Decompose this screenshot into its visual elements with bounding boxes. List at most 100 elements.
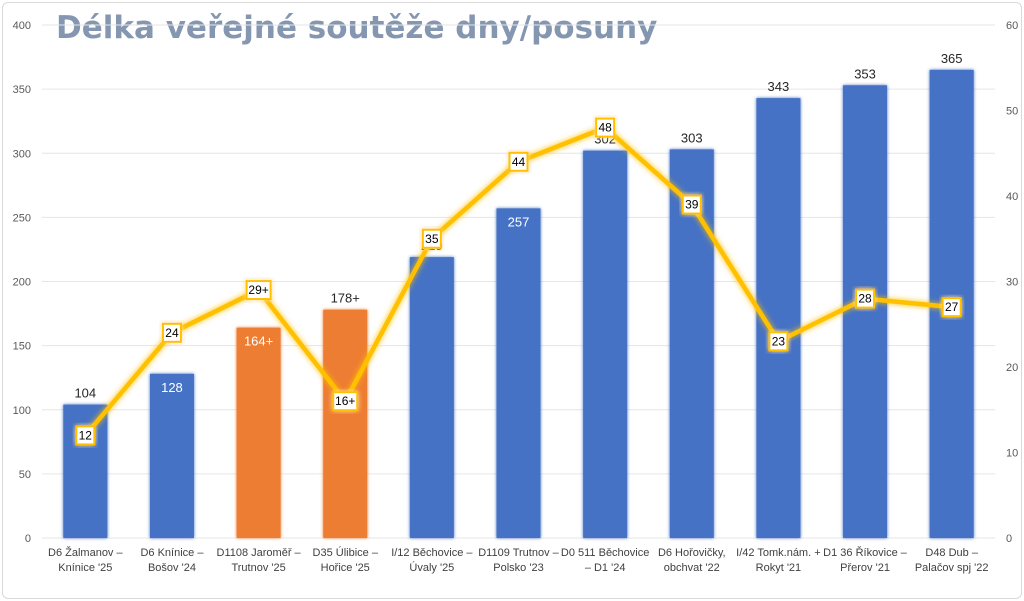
category-label-line: – D1 '24 (585, 562, 626, 574)
bar-label: 343 (768, 79, 790, 94)
bar (843, 85, 888, 538)
bar (496, 208, 541, 538)
category-label: D48 Dub – Palačov spj '22 (915, 547, 989, 574)
point-marker (941, 297, 962, 318)
category-label: D6 Hořovičky, obchvat '22 (658, 547, 726, 574)
bar (323, 309, 368, 538)
point-label: 27 (945, 300, 959, 314)
line-point: 29+ (245, 280, 272, 301)
category-label-line: D0 511 Běchovice (561, 547, 649, 559)
bar-label: 164+ (244, 334, 273, 349)
category-label: D6 Žalmanov – Knínice '25 (48, 546, 123, 574)
bar-label: 178+ (331, 291, 360, 306)
line-point: 28 (855, 288, 876, 309)
category-label-line: D35 Úlibice – (313, 546, 379, 559)
bar (63, 404, 108, 538)
point-marker (421, 228, 442, 249)
category-label: D6 Knínice – Bošov '24 (140, 547, 204, 574)
category-label: D35 Úlibice – Hořice '25 (313, 546, 379, 574)
point-marker (595, 117, 616, 138)
point-marker (508, 151, 529, 172)
bar (236, 327, 281, 538)
category-label-line: I/42 Tomk.nám. + (736, 547, 820, 559)
line-point: 35 (421, 228, 442, 249)
point-label: 24 (165, 326, 179, 340)
y-left-tick-label: 100 (13, 405, 31, 417)
bar (149, 373, 194, 538)
y-left-tick-label: 150 (13, 341, 31, 353)
point-label: 16+ (335, 394, 355, 408)
chart-title: Délka veřejné soutěže dny/posuny (56, 10, 658, 46)
y-right-tick-label: 20 (1006, 362, 1018, 374)
y-right-tick-label: 50 (1006, 106, 1018, 118)
point-label: 35 (425, 232, 439, 246)
bar (409, 257, 454, 538)
category-label-line: Knínice '25 (58, 562, 112, 574)
point-label: 28 (858, 292, 872, 306)
y-right-tick-label: 60 (1006, 20, 1018, 32)
y-left-tick-label: 400 (13, 20, 31, 32)
point-label: 44 (512, 155, 526, 169)
point-marker (855, 288, 876, 309)
line-point: 23 (768, 331, 789, 352)
category-label-line: I/12 Běchovice – (391, 547, 473, 559)
bar-label: 303 (681, 130, 703, 145)
category-label: D1108 Jaroměř – Trutnov '25 (217, 547, 302, 574)
line-point: 39 (681, 194, 702, 215)
bar-label: 104 (74, 386, 96, 401)
category-label-line: Bošov '24 (148, 562, 196, 574)
y-right-tick-label: 40 (1006, 191, 1018, 203)
category-label-line: D6 Hořovičky, (658, 547, 726, 559)
y-left-tick-label: 50 (19, 469, 31, 481)
category-label-line: D1108 Jaroměř – (217, 547, 302, 559)
line-point: 27 (941, 297, 962, 318)
line-point: 16+ (332, 391, 359, 412)
bar-label: 353 (854, 66, 876, 81)
point-marker (768, 331, 789, 352)
y-right-tick-label: 0 (1006, 533, 1012, 545)
y-left-tick-label: 300 (13, 148, 31, 160)
category-label: D1 36 Říkovice – Přerov '21 (823, 546, 908, 574)
point-label: 23 (772, 334, 786, 348)
point-label: 29+ (248, 283, 268, 297)
category-label-line: D48 Dub – (925, 547, 978, 559)
point-label: 48 (598, 121, 612, 135)
point-label: 12 (79, 428, 93, 442)
point-marker (75, 425, 96, 446)
category-label: D1109 Trutnov – Polsko '23 (478, 547, 559, 574)
point-marker (161, 322, 182, 343)
category-label: D0 511 Běchovice – D1 '24 (561, 547, 649, 574)
line-point: 12 (75, 425, 96, 446)
y-left-tick-label: 350 (13, 84, 31, 96)
category-label: I/42 Tomk.nám. + Rokyt '21 (736, 547, 820, 574)
y-right-tick-label: 10 (1006, 448, 1018, 460)
line-point: 44 (508, 151, 529, 172)
y-left-tick-label: 0 (25, 533, 31, 545)
point-marker (681, 194, 702, 215)
category-label-line: D1 36 Říkovice – (823, 546, 908, 559)
y-left-tick-label: 250 (13, 212, 31, 224)
point-marker (332, 391, 359, 412)
category-label-line: Úvaly '25 (409, 561, 454, 574)
category-label-line: D1109 Trutnov – (478, 547, 559, 559)
category-label-line: Hořice '25 (321, 562, 370, 574)
y-right-tick-label: 30 (1006, 277, 1018, 289)
bar-label: 128 (161, 380, 183, 395)
y-left-tick-label: 200 (13, 277, 31, 289)
line-point: 24 (161, 322, 182, 343)
line-point: 48 (595, 117, 616, 138)
category-label-line: Palačov spj '22 (915, 562, 989, 574)
category-label: I/12 Běchovice – Úvaly '25 (391, 547, 473, 574)
bar-label: 257 (508, 214, 530, 229)
category-label-line: Přerov '21 (840, 562, 890, 574)
category-label-line: D6 Žalmanov – (48, 546, 123, 559)
category-label-line: D6 Knínice – (140, 547, 204, 559)
category-label-line: obchvat '22 (664, 562, 720, 574)
point-marker (245, 280, 272, 301)
point-label: 39 (685, 198, 699, 212)
category-label-line: Trutnov '25 (231, 562, 285, 574)
category-label-line: Polsko '23 (493, 562, 543, 574)
bar (583, 150, 628, 538)
bar-label: 365 (941, 51, 963, 66)
